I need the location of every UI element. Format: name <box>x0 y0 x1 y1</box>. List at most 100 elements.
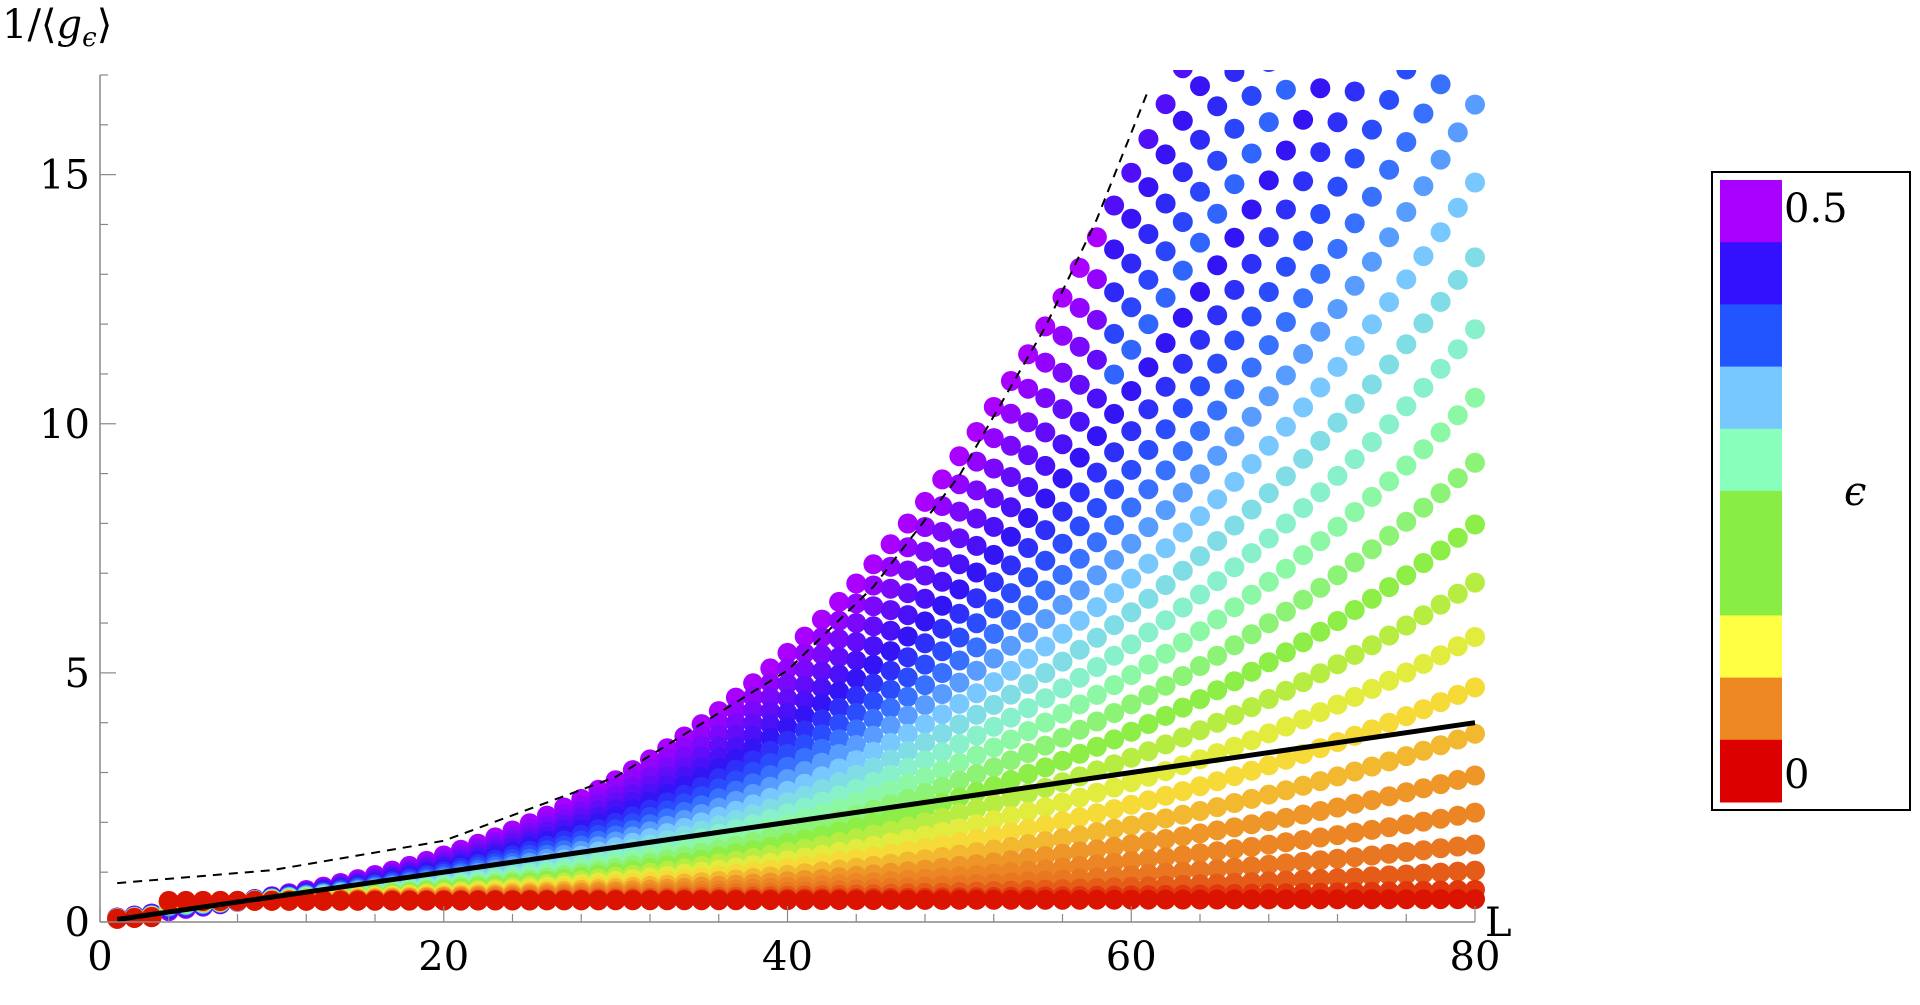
data-point <box>829 591 850 612</box>
data-point <box>1104 754 1125 775</box>
data-point <box>1190 329 1210 350</box>
data-point <box>1275 312 1296 332</box>
data-point <box>1293 775 1314 796</box>
data-point <box>1430 149 1451 170</box>
data-point <box>1430 774 1451 795</box>
data-point <box>1293 230 1314 251</box>
data-point <box>1121 421 1142 442</box>
data-point <box>915 633 935 654</box>
data-point <box>1207 571 1228 592</box>
data-point <box>1361 756 1382 777</box>
data-point <box>1327 797 1348 818</box>
data-point <box>1000 822 1021 843</box>
data-point <box>1447 583 1468 604</box>
data-point <box>1379 751 1400 772</box>
data-point <box>1069 889 1090 910</box>
data-point <box>1465 247 1485 268</box>
data-point <box>1310 889 1331 910</box>
data-point <box>1241 584 1262 605</box>
data-point <box>1104 549 1125 570</box>
data-point <box>1207 771 1228 792</box>
data-point <box>1465 802 1485 823</box>
data-point <box>1430 358 1451 379</box>
data-point <box>1310 142 1331 163</box>
data-point <box>1396 511 1417 532</box>
data-point <box>1447 468 1468 489</box>
data-point <box>949 803 970 824</box>
data-point <box>1361 119 1382 140</box>
data-point <box>1293 804 1314 825</box>
data-point <box>657 890 678 911</box>
data-point <box>1121 459 1142 480</box>
data-point <box>915 732 935 753</box>
data-point <box>1190 421 1210 441</box>
data-point <box>1258 571 1279 592</box>
data-point <box>1104 818 1125 839</box>
data-point <box>1155 643 1176 664</box>
data-point <box>1258 811 1279 832</box>
data-point <box>983 572 1004 593</box>
dashed-bound-line <box>117 89 1150 885</box>
data-point <box>1018 344 1039 365</box>
data-point <box>932 776 953 797</box>
data-point <box>1190 584 1210 605</box>
data-point <box>1035 735 1056 756</box>
data-point <box>966 637 987 658</box>
data-point <box>1155 675 1176 696</box>
y-tick-label: 15 <box>39 153 90 199</box>
data-point <box>1069 516 1090 537</box>
data-point <box>1224 330 1245 351</box>
data-point <box>1361 486 1382 507</box>
data-point <box>1344 552 1365 573</box>
data-point <box>1018 889 1039 910</box>
data-point <box>880 698 901 718</box>
data-point <box>915 695 935 715</box>
x-axis-label: L <box>1485 900 1512 946</box>
data-point <box>1241 406 1262 427</box>
data-point <box>1465 172 1485 193</box>
data-point <box>1121 834 1142 855</box>
data-point <box>1344 867 1365 888</box>
data-point <box>949 627 970 648</box>
data-point <box>1344 793 1365 814</box>
data-point <box>1207 531 1228 551</box>
y-tick-label: 10 <box>39 402 90 448</box>
data-point <box>829 697 850 718</box>
data-point <box>1465 677 1485 698</box>
data-point <box>1413 246 1434 267</box>
data-point <box>1241 253 1262 274</box>
data-point <box>1275 807 1296 828</box>
data-point <box>932 469 953 490</box>
data-point <box>1275 749 1296 770</box>
data-point <box>1086 782 1107 803</box>
data-point <box>1035 663 1056 683</box>
data-point <box>1000 583 1021 604</box>
data-point <box>1138 790 1159 811</box>
data-point <box>588 890 609 911</box>
data-point <box>1069 825 1090 846</box>
data-point <box>399 890 420 911</box>
data-point <box>1155 500 1176 521</box>
data-point <box>1224 705 1245 725</box>
data-point <box>1069 639 1090 660</box>
data-point <box>897 773 918 794</box>
x-tick-label: 20 <box>418 934 469 980</box>
data-point <box>949 501 970 522</box>
data-point <box>983 598 1004 619</box>
data-point <box>1018 763 1039 784</box>
data-point <box>1207 645 1228 666</box>
data-point <box>1465 514 1485 535</box>
data-point <box>1121 297 1142 318</box>
data-point <box>1361 588 1382 609</box>
data-point <box>1224 597 1245 618</box>
data-point <box>1379 670 1400 691</box>
data-point <box>158 891 179 911</box>
data-point <box>1465 834 1485 855</box>
data-point <box>1121 850 1142 871</box>
data-point <box>1361 635 1382 656</box>
data-point <box>1069 787 1090 808</box>
data-point <box>1155 575 1176 595</box>
data-point <box>1138 479 1159 500</box>
data-point <box>966 451 987 472</box>
data-point <box>949 752 970 773</box>
